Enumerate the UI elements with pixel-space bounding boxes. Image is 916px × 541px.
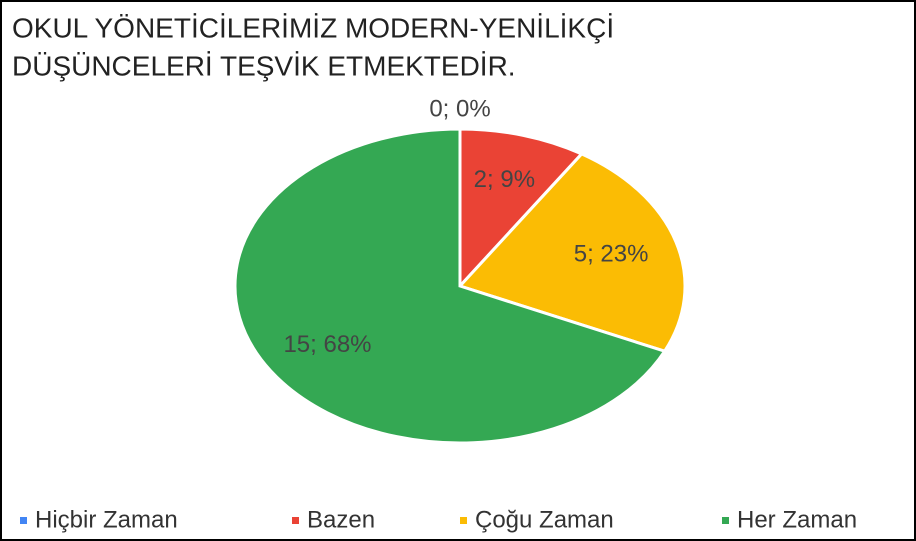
legend-label: Bazen [307,506,375,533]
legend-marker [292,517,299,524]
legend-marker [722,517,729,524]
data-label: 0; 0% [429,96,490,123]
legend-label: Hiçbir Zaman [35,506,178,533]
legend-marker [20,517,27,524]
data-label: 2; 9% [474,166,535,193]
chart-title: OKUL YÖNETİCİLERİMİZ MODERN-YENİLİKÇİ [12,12,614,43]
legend-label: Her Zaman [737,506,857,533]
pie-slice [457,152,687,353]
pie-slice [233,127,668,445]
pie-slice [458,127,585,290]
legend-marker [460,517,467,524]
data-label: 5; 23% [574,240,649,267]
data-label: 15; 68% [283,331,371,358]
chart-title: DÜŞÜNCELERİ TEŞVİK ETMEKTEDİR. [12,50,516,81]
legend-label: Çoğu Zaman [475,506,614,533]
